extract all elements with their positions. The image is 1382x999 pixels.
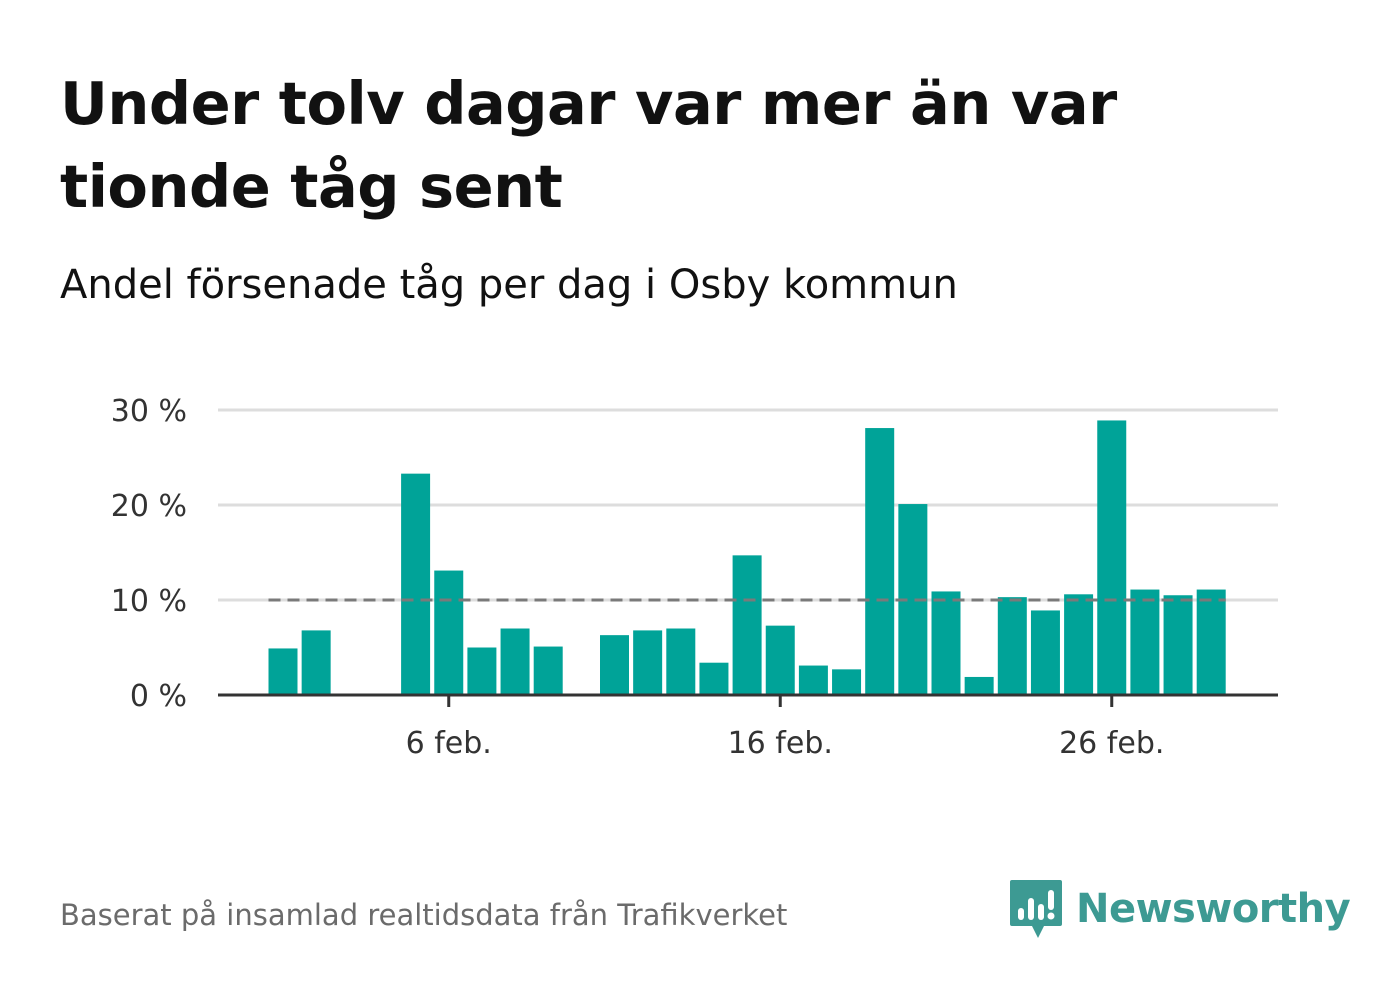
chart-title: Under tolv dagar var mer än var tionde t…	[60, 69, 1117, 221]
bar	[1030, 610, 1060, 695]
bar	[666, 628, 696, 695]
bar	[533, 646, 563, 695]
bar	[832, 669, 862, 695]
axes: 0 % 10 % 20 % 30 % 6 feb. 16 feb. 26 feb.	[111, 394, 1278, 761]
brand: Newsworthy	[1008, 878, 1351, 940]
bar	[865, 428, 895, 695]
bar	[997, 597, 1027, 695]
brand-name: Newsworthy	[1076, 886, 1351, 932]
y-tick-label: 0 %	[130, 679, 187, 714]
x-tick-label: 16 feb.	[728, 726, 833, 761]
bar-chart: 0 % 10 % 20 % 30 % 6 feb. 16 feb. 26 feb.	[111, 394, 1278, 761]
bar	[1097, 420, 1127, 695]
x-tick-label: 26 feb.	[1059, 726, 1164, 761]
bar	[732, 555, 762, 695]
bar	[600, 635, 629, 695]
bar-chart-speech-bubble-icon	[1010, 880, 1062, 938]
bar	[1196, 589, 1226, 695]
bar	[467, 647, 497, 695]
y-tick-label: 20 %	[111, 489, 187, 524]
y-tick-label: 10 %	[111, 584, 187, 619]
bar	[931, 591, 961, 695]
bars	[268, 420, 1226, 695]
bar	[964, 676, 994, 695]
bar	[301, 630, 331, 695]
bar	[500, 628, 530, 695]
bar	[798, 665, 828, 695]
bar	[1064, 594, 1094, 695]
bar	[765, 625, 795, 695]
bar	[633, 630, 663, 695]
bar	[401, 473, 431, 695]
y-tick-label: 30 %	[111, 394, 187, 429]
bar	[268, 648, 298, 695]
chart-subtitle: Andel försenade tåg per dag i Osby kommu…	[60, 262, 958, 308]
bar	[699, 662, 729, 695]
bar	[434, 570, 464, 695]
bar	[1130, 589, 1160, 695]
bar	[1163, 595, 1193, 695]
source-note: Baserat på insamlad realtidsdata från Tr…	[60, 898, 788, 932]
x-tick-label: 6 feb.	[406, 726, 492, 761]
